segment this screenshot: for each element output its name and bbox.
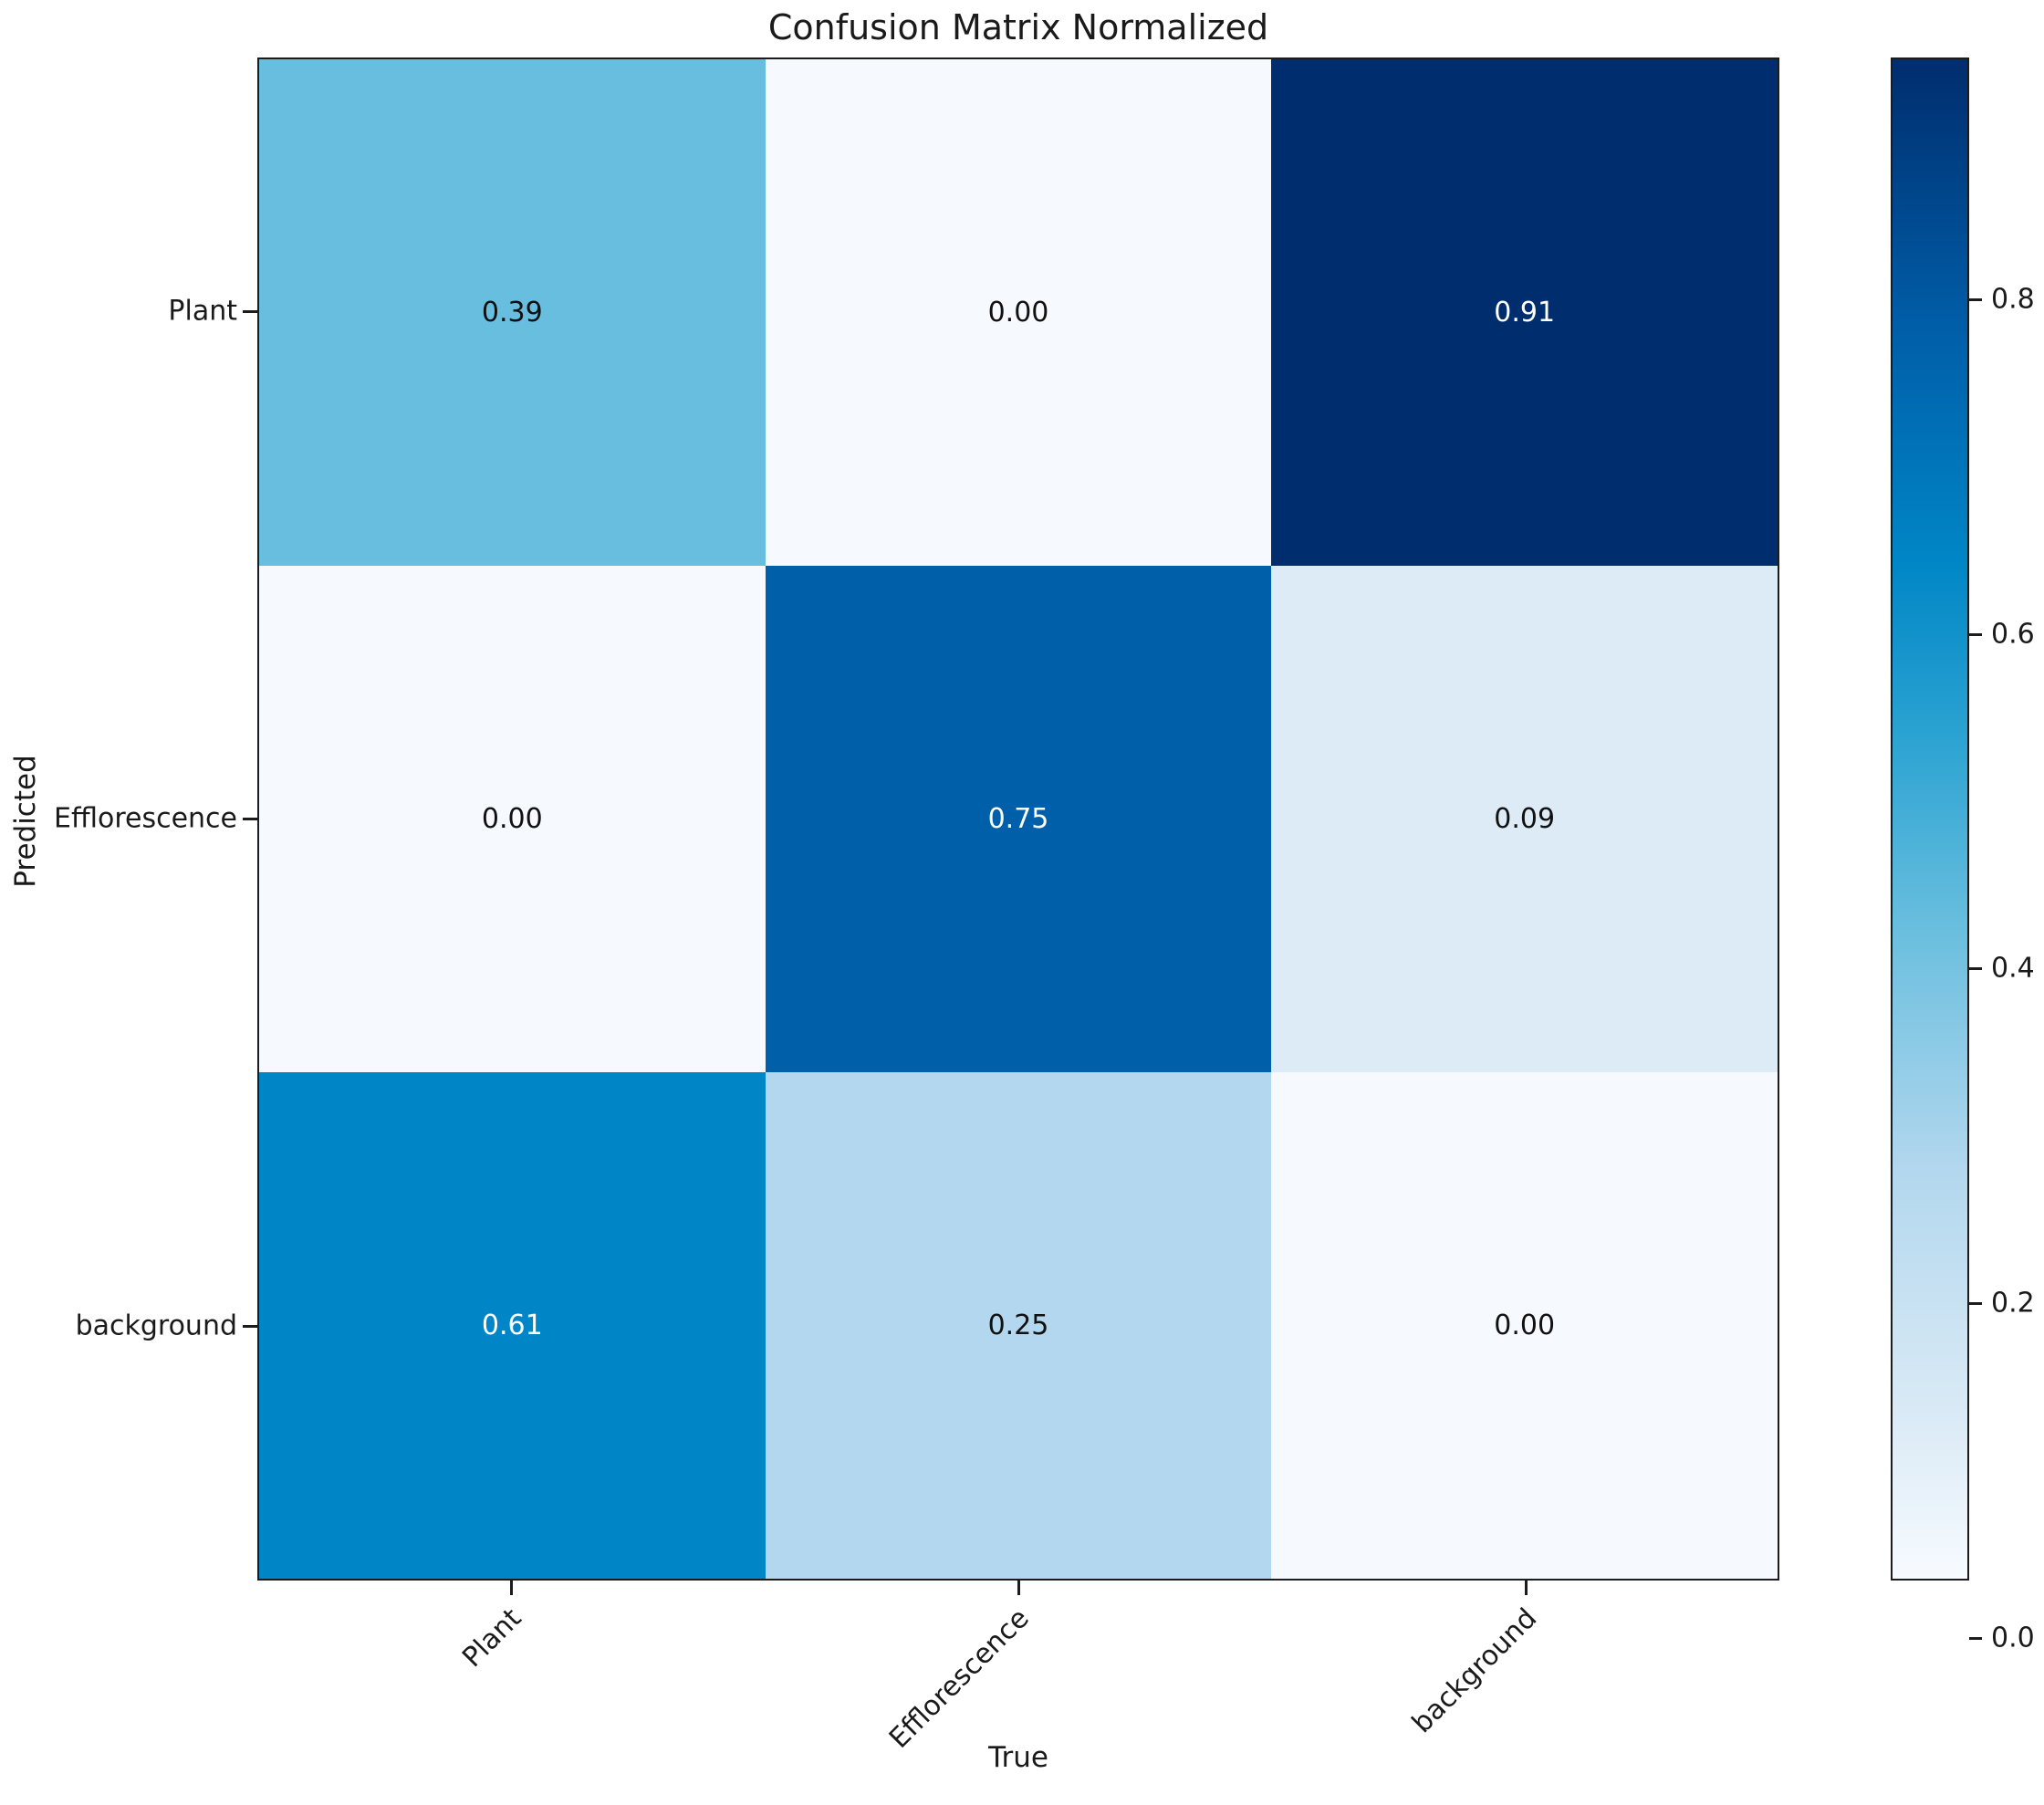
y-tick-label-background: background bbox=[75, 1309, 237, 1342]
matrix-cell-r2c1: 0.25 bbox=[765, 1072, 1272, 1579]
heatmap-plot-area: 0.39 0.00 0.91 0.00 0.75 0.09 0.61 0.25 … bbox=[257, 57, 1779, 1581]
x-axis-label: True bbox=[988, 1741, 1048, 1774]
chart-title: Confusion Matrix Normalized bbox=[767, 7, 1269, 47]
matrix-cell-r0c1: 0.00 bbox=[765, 59, 1272, 566]
y-tick-mark bbox=[243, 310, 257, 313]
colorbar-tick-label: 0.4 bbox=[1991, 952, 2035, 985]
y-tick-mark bbox=[243, 1325, 257, 1328]
x-tick-mark bbox=[1017, 1581, 1020, 1595]
y-tick-label-efflorescence: Efflorescence bbox=[54, 802, 237, 835]
colorbar-tick-label: 0.0 bbox=[1991, 1622, 2035, 1654]
matrix-cell-r1c0: 0.00 bbox=[259, 566, 766, 1072]
x-tick-label-background: background bbox=[1405, 1602, 1543, 1740]
matrix-cell-r1c2: 0.09 bbox=[1271, 566, 1778, 1072]
matrix-cell-r0c2: 0.91 bbox=[1271, 59, 1778, 566]
colorbar-tick-mark bbox=[1969, 967, 1982, 971]
x-tick-label-efflorescence: Efflorescence bbox=[882, 1602, 1036, 1755]
x-tick-label-plant: Plant bbox=[456, 1602, 528, 1675]
y-tick-mark bbox=[243, 818, 257, 820]
y-tick-label-plant: Plant bbox=[168, 295, 237, 328]
colorbar-tick-label: 0.6 bbox=[1991, 618, 2035, 651]
colorbar-tick-mark bbox=[1969, 1637, 1982, 1640]
x-tick-mark bbox=[1525, 1581, 1528, 1595]
colorbar-tick-mark bbox=[1969, 632, 1982, 636]
y-axis-label: Predicted bbox=[9, 755, 42, 888]
colorbar-gradient bbox=[1891, 57, 1969, 1581]
x-tick-mark bbox=[510, 1581, 513, 1595]
colorbar-tick-mark bbox=[1969, 1302, 1982, 1306]
matrix-cell-r1c1: 0.75 bbox=[765, 566, 1272, 1072]
matrix-cell-r2c2: 0.00 bbox=[1271, 1072, 1778, 1579]
colorbar-tick-mark bbox=[1969, 297, 1982, 301]
colorbar-tick-label: 0.2 bbox=[1991, 1287, 2035, 1320]
matrix-cell-r0c0: 0.39 bbox=[259, 59, 766, 566]
matrix-cell-r2c0: 0.61 bbox=[259, 1072, 766, 1579]
colorbar-tick-label: 0.8 bbox=[1991, 283, 2035, 316]
